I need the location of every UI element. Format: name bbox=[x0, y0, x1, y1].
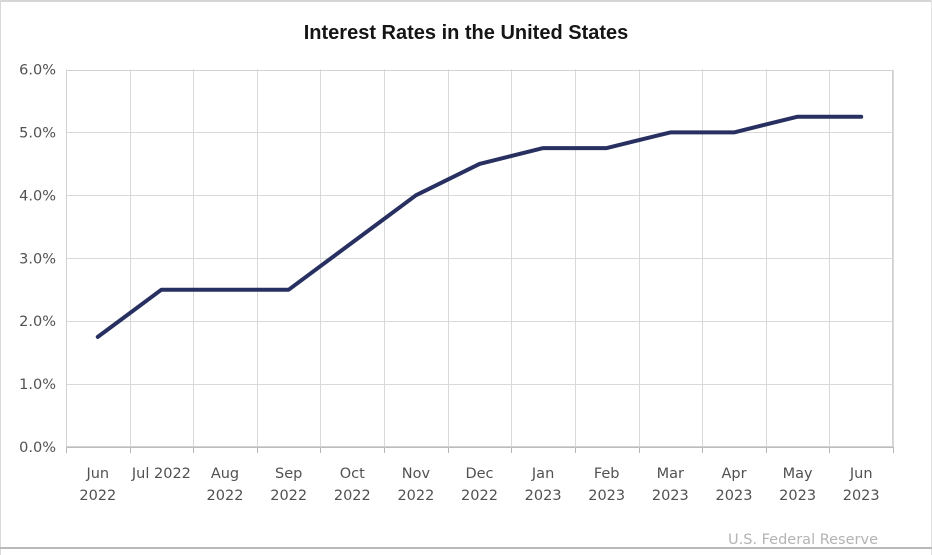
y-axis-tick-label: 1.0% bbox=[19, 377, 56, 393]
series-layer bbox=[95, 114, 864, 339]
y-axis-tick-label: 3.0% bbox=[19, 251, 56, 267]
x-axis-tick-label: Jul 2022 bbox=[131, 466, 191, 482]
x-axis-tick-label: Feb 2023 bbox=[588, 466, 625, 504]
x-axis-tick-label: Sep 2022 bbox=[270, 466, 307, 504]
x-axis-tick-label: Jun 2023 bbox=[843, 466, 880, 504]
x-axis-tick-label: Jan 2023 bbox=[525, 466, 562, 504]
plot-border bbox=[66, 70, 893, 447]
x-axis-tick-label: Apr 2023 bbox=[716, 466, 753, 504]
x-axis-tick-label: Dec 2022 bbox=[461, 466, 498, 504]
x-axis-tick-label: Mar 2023 bbox=[652, 466, 689, 504]
y-axis-tick-label: 0.0% bbox=[19, 440, 56, 456]
x-axis-tick-label: Jun 2022 bbox=[79, 466, 116, 504]
grid-layer bbox=[66, 69, 894, 453]
y-axis-tick-label: 5.0% bbox=[19, 125, 56, 141]
x-axis-tick-label: May 2023 bbox=[779, 466, 816, 504]
y-axis-tick-label: 6.0% bbox=[19, 63, 56, 79]
chart-title: Interest Rates in the United States bbox=[304, 22, 629, 44]
x-axis-tick-label: Nov 2022 bbox=[397, 466, 434, 504]
label-layer: 6.0% 5.0% 4.0% 3.0% 2.0% 1.0% 0.0% Jun 2022 Jul 2… bbox=[19, 63, 879, 505]
y-axis-tick-label: 4.0% bbox=[19, 188, 56, 204]
interest-rate-line bbox=[95, 114, 864, 339]
x-axis-tick-label: Oct 2022 bbox=[334, 466, 371, 504]
source-label: U.S. Federal Reserve bbox=[728, 532, 878, 548]
y-axis-tick-label: 2.0% bbox=[19, 314, 56, 330]
x-axis-tick-label: Aug 2022 bbox=[207, 466, 244, 504]
